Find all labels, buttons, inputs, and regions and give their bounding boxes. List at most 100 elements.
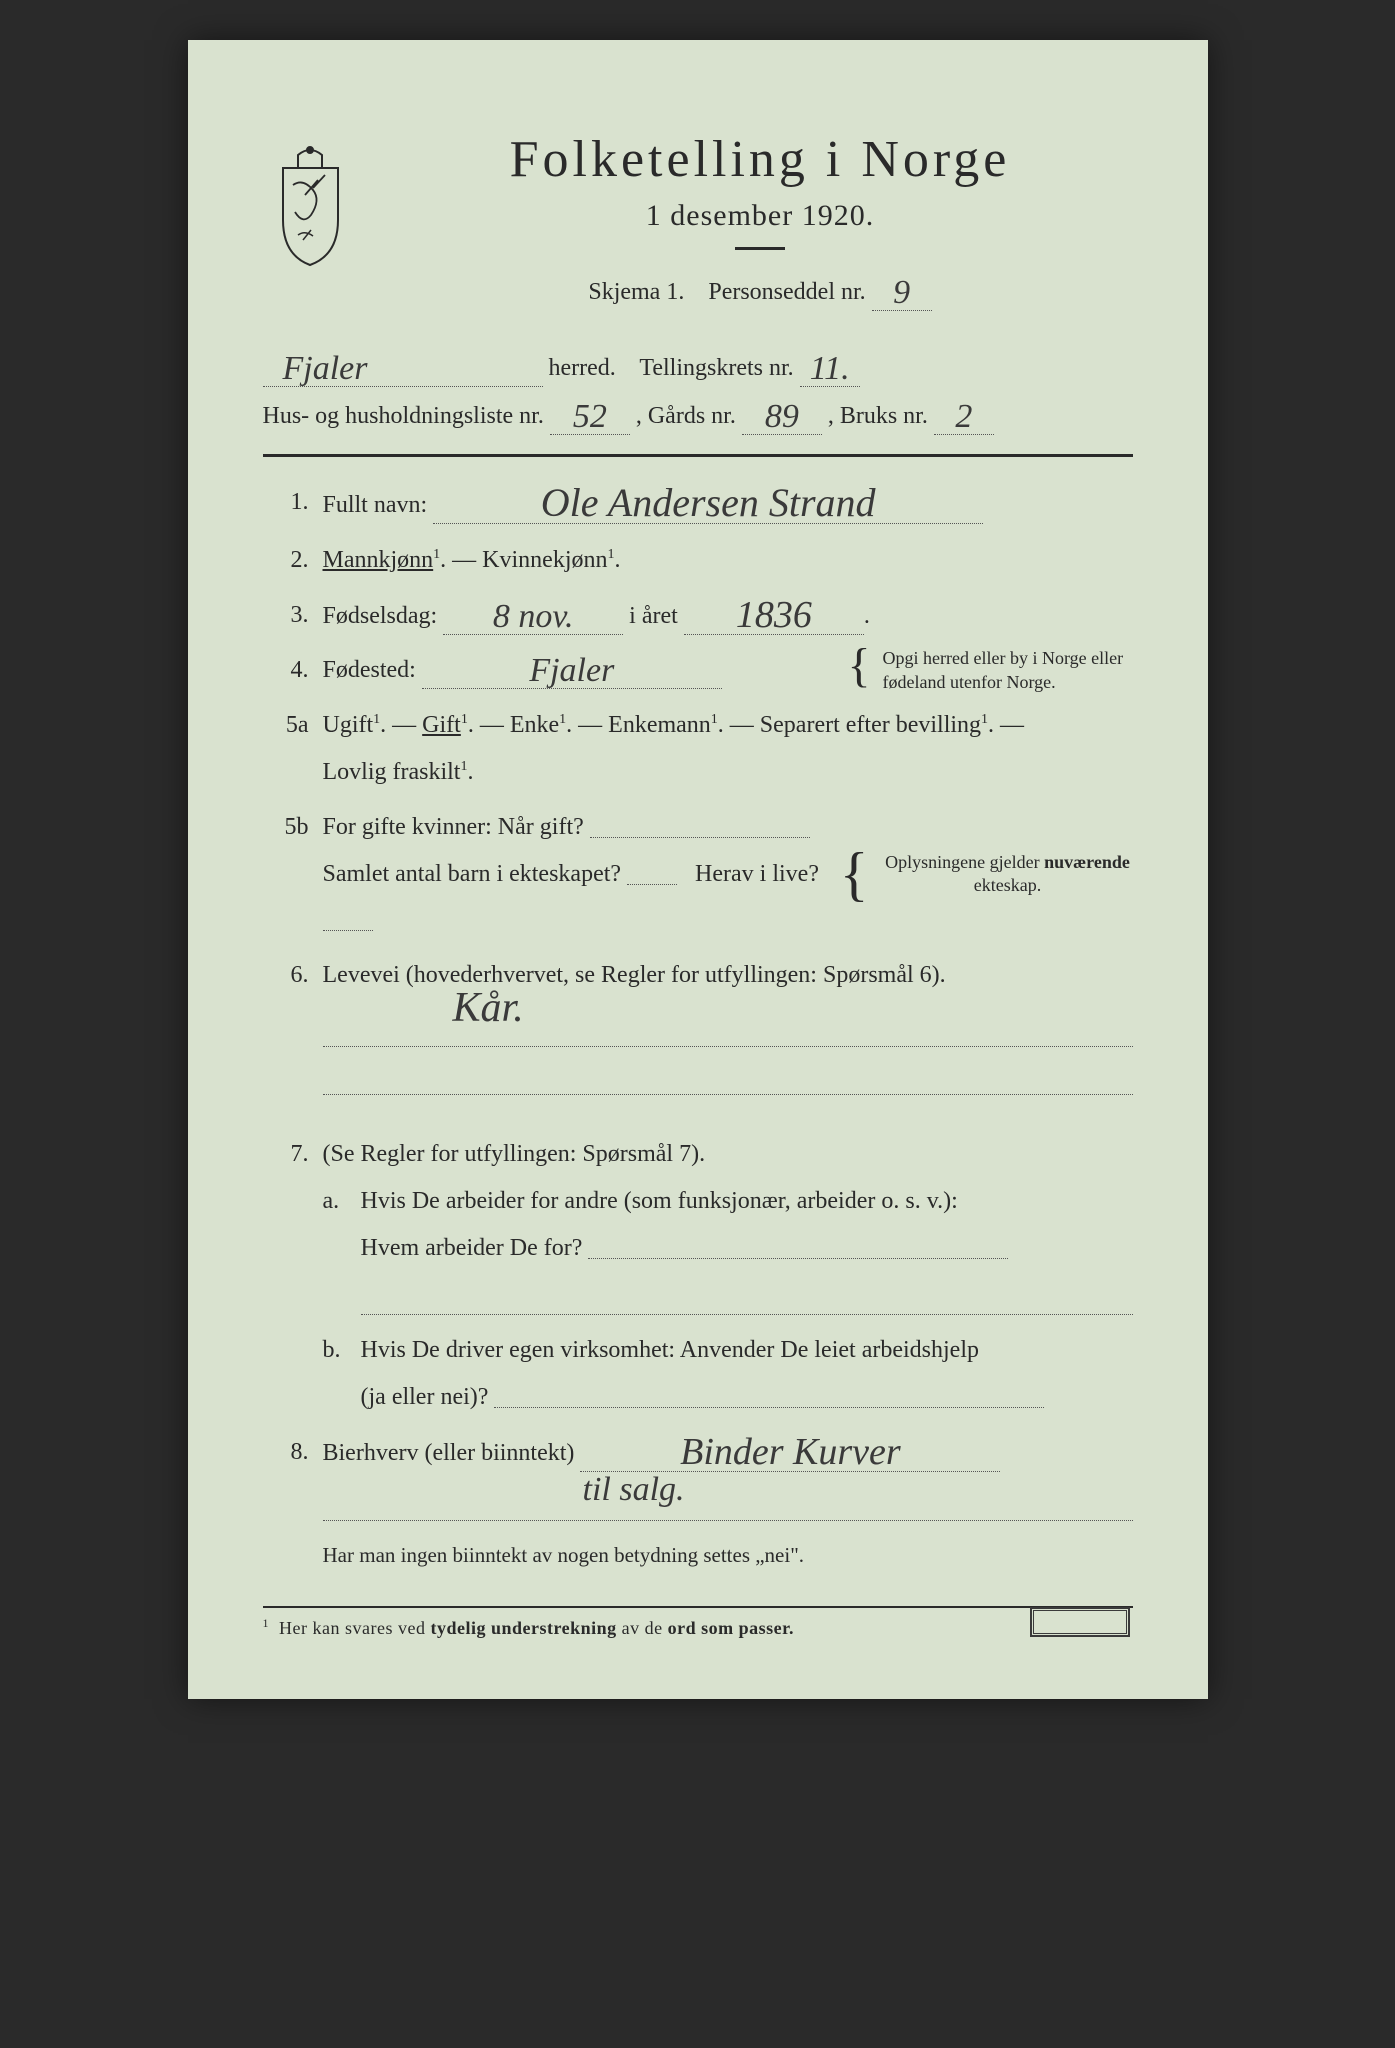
census-form-page: Folketelling i Norge 1 desember 1920. Sk…: [188, 40, 1208, 1699]
q1-value-field[interactable]: Ole Andersen Strand: [433, 483, 983, 524]
q2-dash: —: [452, 547, 482, 573]
q2-num: 2.: [263, 537, 309, 584]
hus-nr-field[interactable]: 52: [550, 400, 630, 435]
q1-num: 1.: [263, 479, 309, 526]
q3-num: 3.: [263, 592, 309, 639]
q7a-num: a.: [323, 1178, 340, 1225]
q3-label: Fødselsdag:: [323, 603, 438, 629]
q7b-num: b.: [323, 1327, 341, 1374]
q6-answer-line-2[interactable]: [323, 1053, 1133, 1095]
q8-footer: Har man ingen biinntekt av nogen betydni…: [323, 1535, 1133, 1576]
dash1: —: [392, 712, 422, 738]
q5b-brace-icon: {: [840, 856, 869, 892]
herred-field[interactable]: Fjaler: [263, 352, 543, 387]
q6-body: Levevei (hovederhvervet, se Regler for u…: [323, 952, 1133, 1101]
q2-row: 2. Mannkjønn1. — Kvinnekjønn1.: [263, 537, 1133, 584]
q3-row: 3. Fødselsdag: 8 nov. i året 1836.: [263, 592, 1133, 640]
q8-num: 8.: [263, 1429, 309, 1476]
herred-label: herred.: [549, 355, 616, 381]
q5b-line1: For gifte kvinner: Når gift?: [323, 804, 826, 851]
title-divider: [735, 247, 785, 250]
q4-row: 4. Fødested: Fjaler { Opgi herred eller …: [263, 647, 1133, 694]
hus-label: Hus- og husholdningsliste nr.: [263, 403, 544, 429]
q5b-label1: For gifte kvinner: Når gift?: [323, 814, 584, 840]
tellingskrets-label: Tellingskrets nr.: [639, 355, 793, 381]
q3-year-field[interactable]: 1836: [684, 596, 864, 635]
q3-body: Fødselsdag: 8 nov. i året 1836.: [323, 592, 1133, 640]
dash2: —: [480, 712, 510, 738]
q4-value-field[interactable]: Fjaler: [422, 654, 722, 689]
q7b-text2: (ja eller nei)?: [361, 1384, 489, 1410]
q3-in-year: i året: [629, 603, 678, 629]
q2-mann[interactable]: Mannkjønn: [323, 547, 434, 573]
gards-nr-field[interactable]: 89: [742, 400, 822, 435]
q6-value: Kår.: [453, 968, 524, 1050]
norwegian-coat-of-arms-icon: [263, 140, 358, 270]
stamp-inner: [1033, 1610, 1127, 1634]
meta-line-2: Fjaler herred. Tellingskrets nr. 11.: [263, 344, 1133, 392]
q5b-barn-field[interactable]: [627, 884, 677, 885]
q8-body: Bierhverv (eller biinntekt) Binder Kurve…: [323, 1429, 1133, 1576]
q8-row: 8. Bierhverv (eller biinntekt) Binder Ku…: [263, 1429, 1133, 1576]
q4-main: Fødested: Fjaler: [323, 647, 836, 694]
q5a-num: 5a: [263, 702, 309, 749]
q2-kvinne: Kvinnekjønn: [482, 547, 607, 573]
q3-day-field[interactable]: 8 nov.: [443, 600, 623, 635]
bruks-nr-field[interactable]: 2: [934, 400, 994, 435]
subtitle: 1 desember 1920.: [388, 199, 1133, 233]
dash4: —: [730, 712, 760, 738]
q5b-live-field[interactable]: [323, 930, 373, 931]
printer-stamp: [1030, 1607, 1130, 1637]
q5a-gift[interactable]: Gift: [422, 712, 461, 738]
q1-row: 1. Fullt navn: Ole Andersen Strand: [263, 479, 1133, 529]
q7b-text1: Hvis De driver egen virksomhet: Anvender…: [361, 1337, 979, 1363]
q4-body: Fødested: Fjaler { Opgi herred eller by …: [323, 647, 1133, 694]
meta-line-1: Skjema 1. Personseddel nr. 9: [388, 268, 1133, 316]
main-divider: [263, 454, 1133, 457]
gards-label: , Gårds nr.: [636, 403, 736, 429]
q5a-body: Ugift1. — Gift1. — Enke1. — Enkemann1. —…: [323, 702, 1133, 796]
q6-label: Levevei (hovederhvervet, se Regler for u…: [323, 962, 946, 988]
questions: 1. Fullt navn: Ole Andersen Strand 2. Ma…: [263, 479, 1133, 1576]
sup-1b: 1: [608, 547, 615, 562]
q5a-separert: Separert efter bevilling: [760, 712, 981, 738]
q7-body: (Se Regler for utfyllingen: Spørsmål 7).…: [323, 1131, 1133, 1421]
q5b-num: 5b: [263, 804, 309, 851]
q5a-enke: Enke: [510, 712, 559, 738]
q6-row: 6. Levevei (hovederhvervet, se Regler fo…: [263, 952, 1133, 1101]
q4-note: Opgi herred eller by i Norge eller fødel…: [883, 647, 1133, 694]
main-title: Folketelling i Norge: [388, 130, 1133, 189]
q7a-field[interactable]: [588, 1258, 1008, 1259]
q5b-gift-field[interactable]: [590, 837, 810, 838]
q4-num: 4.: [263, 647, 309, 694]
personseddel-label: Personseddel nr.: [708, 279, 865, 305]
q7-label: (Se Regler for utfyllingen: Spørsmål 7).: [323, 1141, 706, 1167]
footnote: 1 Her kan svares ved tydelig understrekn…: [263, 1616, 1133, 1639]
q5b-row: 5b For gifte kvinner: Når gift? Samlet a…: [263, 804, 1133, 944]
q7-row: 7. (Se Regler for utfyllingen: Spørsmål …: [263, 1131, 1133, 1421]
q5b-label2: Samlet antal barn i ekteskapet?: [323, 861, 622, 887]
skjema-label: Skjema 1.: [588, 279, 684, 305]
meta-line-3: Hus- og husholdningsliste nr. 52 , Gårds…: [263, 392, 1133, 440]
title-block: Folketelling i Norge 1 desember 1920. Sk…: [388, 130, 1133, 324]
q2-body: Mannkjønn1. — Kvinnekjønn1.: [323, 537, 1133, 584]
q6-answer-line[interactable]: Kår.: [323, 1005, 1133, 1047]
q7b-field[interactable]: [494, 1407, 1044, 1408]
q7a-line-2[interactable]: [361, 1275, 1133, 1315]
personseddel-nr-field[interactable]: 9: [872, 276, 932, 311]
q5b-label3: Herav i live?: [695, 861, 819, 887]
q7a-text2: Hvem arbeider De for?: [361, 1235, 583, 1261]
q7a-text1: Hvis De arbeider for andre (som funksjon…: [361, 1188, 958, 1214]
q8-line-2[interactable]: til salg.: [323, 1481, 1133, 1521]
sup-1a: 1: [433, 547, 440, 562]
footnote-rule: [263, 1606, 1133, 1608]
q4-brace-icon: {: [847, 647, 870, 685]
q8-label: Bierhverv (eller biinntekt): [323, 1440, 575, 1466]
q4-label: Fødested:: [323, 657, 416, 683]
q5b-note: Oplysningene gjelder nuværende ekteskap.: [883, 851, 1133, 898]
q1-body: Fullt navn: Ole Andersen Strand: [323, 479, 1133, 529]
form-header: Folketelling i Norge 1 desember 1920. Sk…: [263, 130, 1133, 324]
tellingskrets-field[interactable]: 11.: [800, 352, 860, 387]
q5a-enkemann: Enkemann: [608, 712, 711, 738]
dash3: —: [578, 712, 608, 738]
